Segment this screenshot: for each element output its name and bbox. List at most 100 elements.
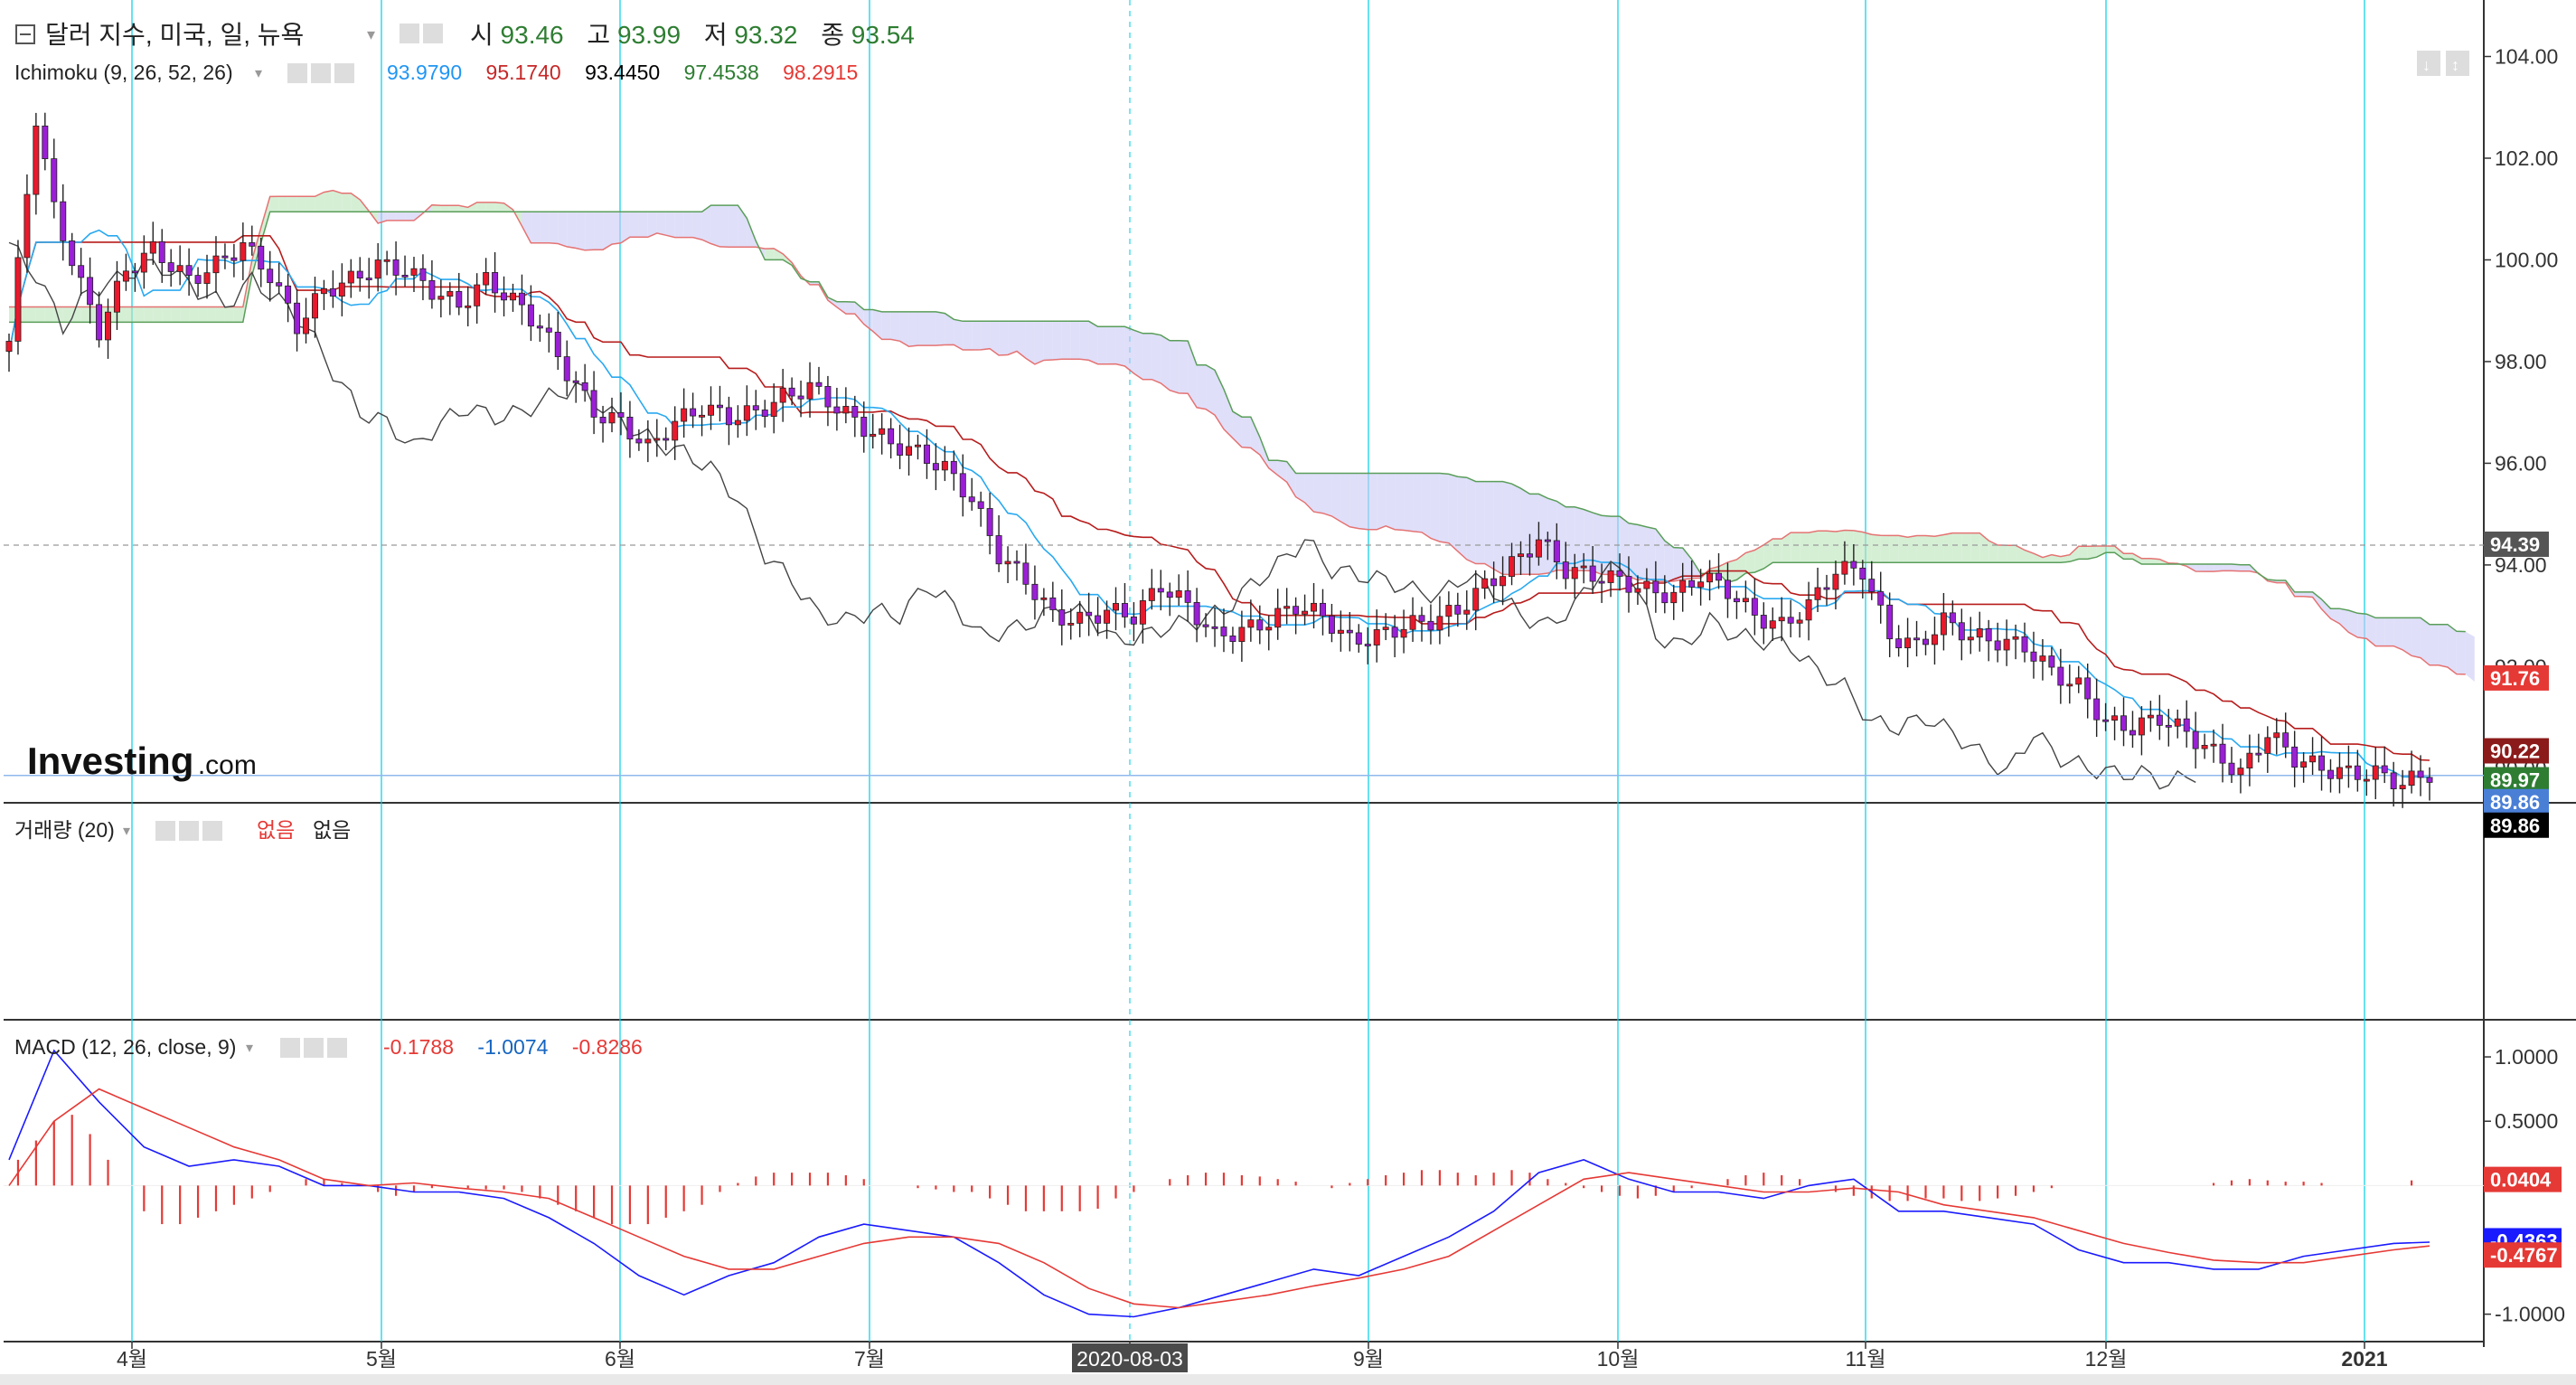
candle-body <box>1022 562 1029 585</box>
candle-body <box>1877 591 1885 606</box>
candle-body <box>572 380 579 383</box>
dropdown-icon[interactable]: ▾ <box>367 25 375 43</box>
cloud-segment <box>1197 364 1207 410</box>
gear-icon[interactable] <box>179 821 199 841</box>
time-tick-label: 4월 <box>117 1347 147 1371</box>
cloud-segment <box>1664 541 1674 582</box>
gear-icon[interactable] <box>423 24 443 43</box>
ichimoku-cloud <box>9 190 2475 682</box>
candle-body <box>221 255 229 259</box>
time-axis: 4월 5월 6월 7월 2020-08-03 9월 10월 11월 12월 2021 <box>117 1342 2388 1372</box>
candle-body <box>2381 765 2388 774</box>
cloud-segment <box>1124 326 1134 373</box>
cloud-segment <box>585 212 595 250</box>
cloud-segment <box>1268 460 1278 476</box>
candle-body <box>2336 767 2343 779</box>
cloud-segment <box>1295 473 1305 503</box>
eye-icon[interactable] <box>155 821 175 841</box>
svg-text:93.9790 95.1740 93: 93.9790 95.1740 93.4450 97.4538 98.2915 <box>387 61 858 84</box>
candle-body <box>194 275 202 284</box>
cloud-segment <box>1115 326 1125 367</box>
candle-body <box>1859 567 1866 580</box>
cloud-segment <box>396 212 406 221</box>
macd-tag-label: 0.0404 <box>2490 1169 2552 1192</box>
candle-body <box>734 419 741 426</box>
eye-icon[interactable] <box>400 24 419 43</box>
candle-body <box>842 406 850 414</box>
close-icon[interactable] <box>334 63 354 83</box>
cloud-segment <box>1430 473 1440 542</box>
cloud-segment <box>1889 535 1899 563</box>
cloud-segment <box>1017 321 1026 359</box>
eye-icon[interactable] <box>280 1038 300 1058</box>
collapse-icon[interactable] <box>15 24 35 44</box>
candle-body <box>2309 755 2317 763</box>
candle-body <box>2129 730 2136 736</box>
cloud-segment <box>1395 473 1405 531</box>
cloud-segment <box>1025 321 1035 364</box>
cloud-segment <box>1763 539 1773 570</box>
candle-body <box>563 356 570 382</box>
price-tag-box <box>2484 664 2549 691</box>
close-icon[interactable] <box>327 1038 347 1058</box>
cloud-segment <box>567 212 577 249</box>
high-value: 93.99 <box>617 21 681 49</box>
dropdown-icon[interactable]: ▾ <box>255 66 262 81</box>
candle-body <box>1652 580 1659 594</box>
chart-header: 달러 지수, 미국, 일, 뉴욕 ▾ 시 93.46 고 93.99 저 93.… <box>15 21 915 49</box>
cloud-segment <box>954 319 964 351</box>
candle-body <box>1544 539 1551 542</box>
gear-icon[interactable] <box>304 1038 324 1058</box>
crosshair-date-label: 2020-08-03 <box>1076 1347 1183 1371</box>
candle-body <box>2165 724 2172 728</box>
time-tick-label: 12월 <box>2085 1347 2128 1371</box>
cloud-segment <box>35 306 45 323</box>
cloud-segment <box>1818 531 1827 563</box>
scale-down-icon[interactable] <box>2417 51 2440 76</box>
cloud-segment <box>1331 473 1341 522</box>
candle-body <box>492 272 499 294</box>
cloud-segment <box>549 212 559 244</box>
cloud-segment <box>1413 473 1422 532</box>
cloud-segment <box>710 205 720 247</box>
ichimoku-value: 95.1740 <box>486 61 561 84</box>
cloud-segment <box>378 212 388 224</box>
gear-icon[interactable] <box>311 63 331 83</box>
candle-body <box>1013 561 1020 564</box>
cloud-segment <box>2069 546 2079 562</box>
candle-body <box>590 390 597 418</box>
cloud-segment <box>1241 417 1251 448</box>
candle-body <box>1256 619 1264 631</box>
dropdown-icon[interactable]: ▾ <box>246 1041 253 1056</box>
cloud-segment <box>1826 531 1836 563</box>
scale-up-icon[interactable] <box>2446 51 2469 76</box>
volume-legend: 거래량 (20) ▾ 없음 없음 <box>14 818 351 842</box>
candle-body <box>1400 628 1407 638</box>
close-icon[interactable] <box>202 821 222 841</box>
price-tick-label: 94.00 <box>2495 553 2547 577</box>
candle-body <box>833 406 841 414</box>
price-tag-label: 94.39 <box>2490 533 2540 556</box>
cloud-segment <box>1844 530 1854 563</box>
candle-body <box>122 270 129 282</box>
high-label: 고 <box>587 21 610 49</box>
cloud-segment <box>629 212 639 238</box>
candle-body <box>149 240 156 254</box>
cloud-segment <box>251 227 261 276</box>
cloud-segment <box>692 212 702 240</box>
candle-body <box>1139 600 1146 625</box>
cloud-segment <box>2132 553 2142 564</box>
cloud-segment <box>1386 473 1396 530</box>
candle-body <box>2156 714 2163 726</box>
eye-icon[interactable] <box>287 63 307 83</box>
ichimoku-lines <box>8 189 2466 790</box>
dropdown-icon[interactable]: ▾ <box>123 824 130 839</box>
cloud-segment <box>612 212 621 245</box>
cloud-segment <box>1943 532 1953 563</box>
time-tick-label: 11월 <box>1845 1347 1885 1371</box>
macd-tags: 0.0404-0.4363-0.4767 <box>2484 1166 2562 1268</box>
cloud-segment <box>1718 561 1728 583</box>
candle-body <box>2057 666 2064 686</box>
candle-body <box>815 382 823 387</box>
candle-body <box>1058 609 1066 626</box>
